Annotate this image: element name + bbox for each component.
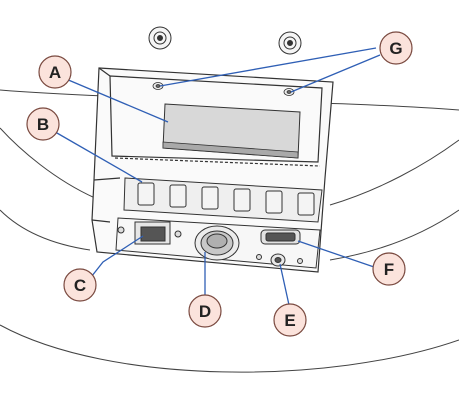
callout-f-label: F (384, 260, 394, 279)
left-arc-upper (0, 127, 96, 199)
right-arc-upper (329, 139, 459, 206)
right-arc-lower (329, 209, 459, 261)
housing-dashed-edge (114, 157, 321, 167)
button-1 (137, 182, 155, 206)
outer-arc-bottom (0, 324, 459, 373)
callout-e-label: E (284, 311, 295, 330)
indicator-e (256, 253, 303, 267)
knob-d (194, 225, 240, 261)
switch-c (117, 221, 182, 245)
leader-a (65, 78, 169, 123)
callout-d: D (188, 294, 222, 328)
port-f (260, 229, 301, 245)
housing-inner-top (109, 75, 323, 163)
left-arc-lower (0, 209, 91, 251)
button-4 (233, 188, 251, 212)
button-3 (201, 186, 219, 210)
callout-f: F (372, 252, 406, 286)
callout-g-label: G (389, 39, 402, 58)
leader-g-left (159, 47, 377, 87)
callout-c: C (63, 268, 97, 302)
mounting-boss-left (148, 26, 172, 50)
leader-f (297, 240, 375, 268)
housing-bevel-left (91, 67, 121, 223)
callout-g: G (379, 31, 413, 65)
leader-g-right (290, 54, 381, 93)
leader-e (279, 263, 290, 306)
button-row (123, 177, 323, 223)
callout-b-label: B (37, 115, 49, 134)
button-6 (297, 192, 315, 216)
callout-a-label: A (49, 63, 61, 82)
callout-a: A (38, 55, 72, 89)
callout-c-label: C (74, 276, 86, 295)
button-2 (169, 184, 187, 208)
display-screen (162, 103, 301, 159)
callout-e: E (273, 303, 307, 337)
callout-d-label: D (199, 302, 211, 321)
mounting-boss-right (278, 31, 302, 55)
display-screw-right (283, 88, 295, 96)
button-5 (265, 190, 283, 214)
leader-b (49, 128, 143, 183)
callout-b: B (26, 107, 60, 141)
